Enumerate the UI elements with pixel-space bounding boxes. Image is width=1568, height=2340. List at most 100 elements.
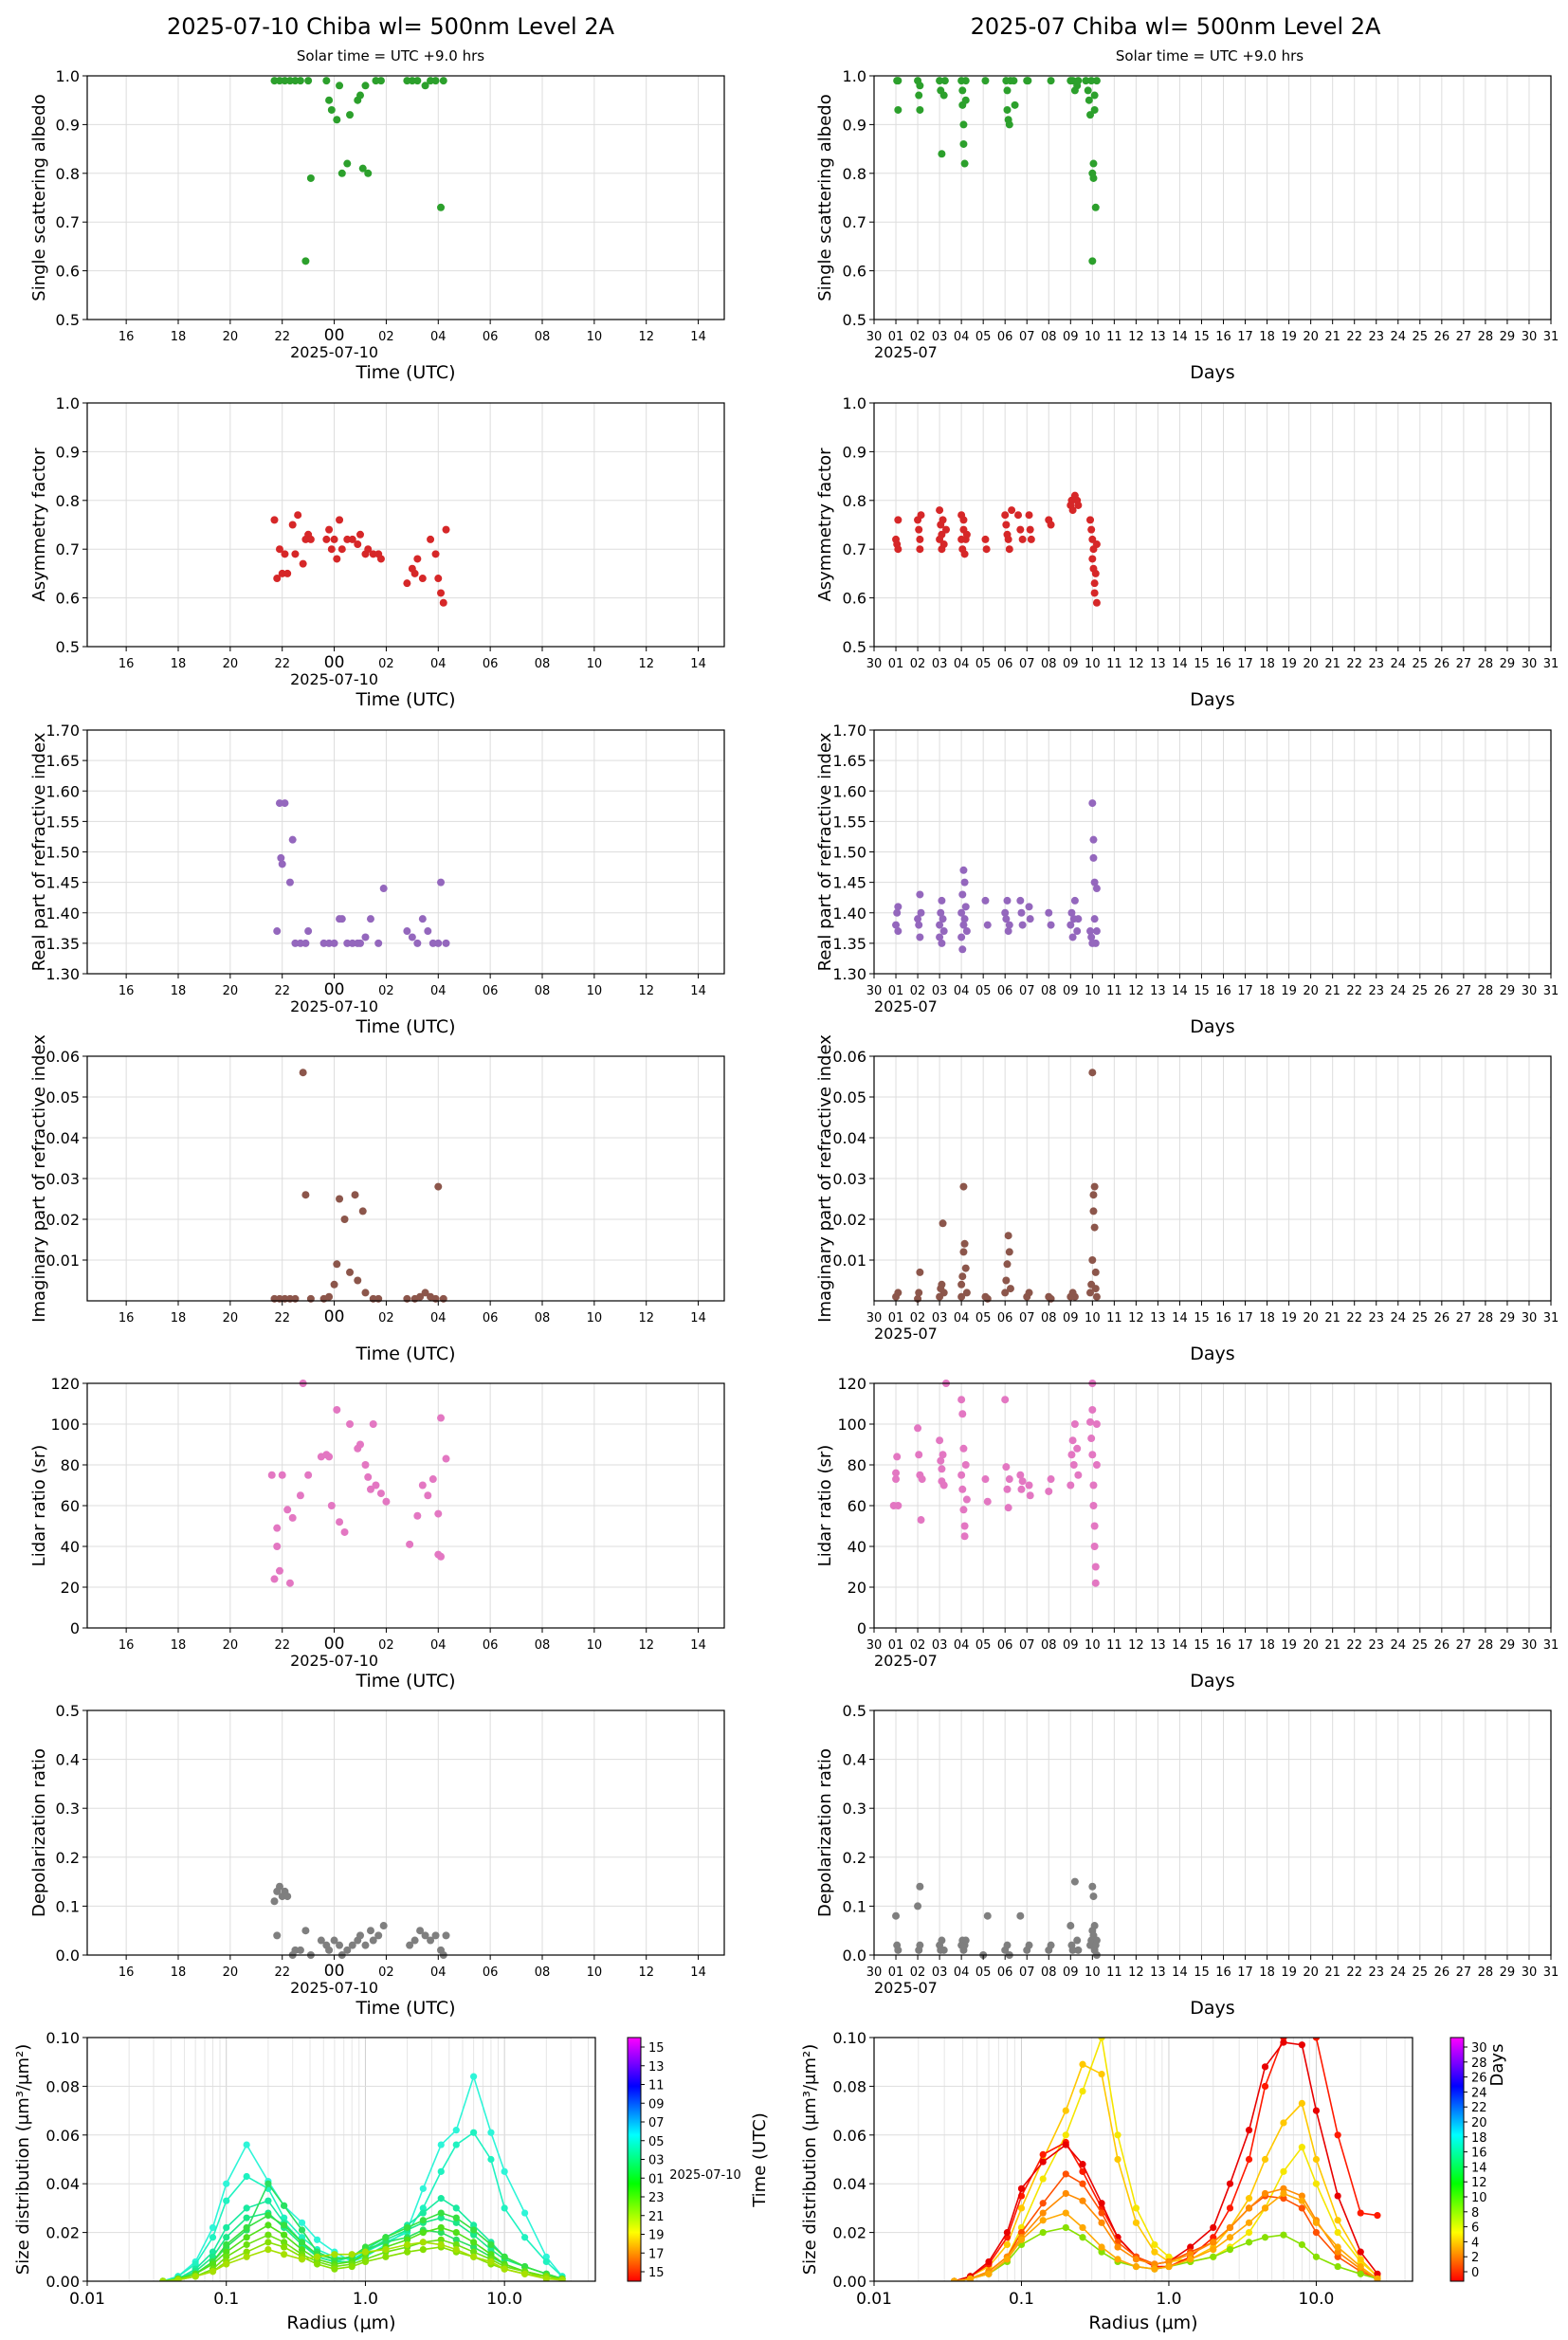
psd-day-xlabel: Radius (μm) [286,2313,395,2333]
ssa-month-point [1003,105,1012,114]
realri-day-point [374,939,383,947]
realri-day-point [408,933,416,941]
imagri-day-ylabel: Imaginary part of refractive index [29,1034,49,1323]
psd-day-series-point [521,2262,529,2271]
ssa-month-xtick-label: 21 [1324,330,1340,344]
realri-day-xtick-label: 08 [535,984,551,998]
psd-day-series-point [501,2253,508,2260]
depol-month-xtick-label: 22 [1346,1965,1362,1980]
realri-month-xtick-label: 17 [1237,984,1253,998]
lidar-month-ytick-label: 0 [857,1619,866,1637]
imagri-day-point [301,1191,310,1199]
ssa-day-date-label: 2025-07-10 [290,343,378,361]
realri-month-xtick-label: 22 [1346,984,1362,998]
psd-month-series-point [1226,2234,1234,2241]
asym-month-xtick-label: 22 [1346,657,1362,671]
lidar-month-point [1089,1502,1098,1509]
depol-day-xtick-label: 14 [690,1965,706,1980]
imagri-month-point [1006,1285,1014,1293]
asym-month-point [1047,521,1055,529]
psd-month-series-point [1003,2229,1012,2237]
imagri-month-point [1088,1069,1097,1077]
lidar-day-point [288,1513,297,1522]
imagri-month-ytick-label: 0.02 [832,1211,866,1229]
psd-day-series-point [313,2253,321,2260]
ssa-day-point [427,77,435,85]
realri-month-ytick-label: 1.55 [832,813,866,831]
asym-month-xtick-label: 30 [1522,657,1538,671]
realri-month-xlabel: Days [1190,1016,1234,1037]
psd-day-series-point [243,2214,250,2221]
realri-month-xtick-label: 21 [1324,984,1340,998]
psd-day-xtick-label: 0.01 [69,2290,105,2309]
imagri-day-ytick-label: 0.02 [46,1211,80,1229]
realri-day-ytick-label: 1.55 [46,813,80,831]
depol-day-ytick-label: 0.4 [56,1751,80,1769]
realri-month-point [1017,908,1026,917]
depol-day-point [325,1946,334,1954]
imagri-month-ytick-label: 0.06 [832,1048,866,1066]
depol-month-point [892,1911,901,1920]
psd-month-series-point [1334,2229,1341,2237]
lidar-month-point [1090,1543,1099,1550]
ssa-month-point [1047,77,1055,85]
ssa-month-ytick-label: 0.9 [843,116,866,134]
psd-day-series-point [313,2260,321,2268]
realri-month-ytick-label: 1.60 [832,782,866,800]
lidar-day-point [273,1524,282,1532]
lidar-day-point [285,1579,294,1587]
imagri-day-point [434,1182,443,1191]
realri-month-ytick-label: 1.50 [832,844,866,862]
ssa-day-xtick-label: 14 [690,330,706,344]
asym-day-xtick-label: 16 [119,657,135,671]
depol-day-xlabel: Time (UTC) [355,1998,455,2019]
left-colorbar-tick-label: 15 [648,2266,665,2280]
realri-day-xtick-label: 04 [430,984,447,998]
psd-month-series-point [1079,2167,1086,2175]
lidar-day-xtick-label: 10 [587,1638,603,1653]
psd-day-series-point [419,2185,427,2192]
psd-month-ytick-label: 0.10 [832,2029,866,2047]
psd-month-xtick-label: 10.0 [1299,2290,1335,2309]
lidar-month-point [1090,1522,1099,1530]
depol-month-ytick-label: 0.3 [843,1800,866,1818]
psd-day-ytick-label: 0.08 [46,2077,80,2095]
psd-month-series-point [1280,2167,1287,2175]
psd-month-series-point [1374,2212,1381,2220]
asym-day-point [369,550,377,558]
realri-month-xtick-label: 26 [1434,984,1450,998]
lidar-day-xtick-label: 08 [535,1638,551,1653]
realri-day-point [379,885,388,893]
lidar-day-point [275,1566,283,1575]
psd-day-series-point [281,2239,288,2246]
realri-month-xtick-label: 14 [1172,984,1188,998]
ssa-month-point [940,77,949,85]
psd-day-series-point [281,2221,288,2229]
psd-month-series-point [1098,2038,1105,2041]
asym-day-xtick-label: 14 [690,657,706,671]
psd-month-series-point [1374,2275,1381,2281]
asym-month-xtick-label: 04 [954,657,970,671]
asym-day-point [333,555,341,563]
realri-month-point [1068,933,1077,941]
realri-day-point [285,878,294,887]
lidar-month-xtick-label: 05 [975,1638,992,1653]
lidar-month-xtick-label: 23 [1368,1638,1384,1653]
right-colorbar-tick-label: 18 [1471,2131,1487,2146]
ssa-day-ytick-label: 0.5 [56,311,80,329]
lidar-month-xtick-label: 14 [1172,1638,1188,1653]
imagri-month-point [957,1280,966,1289]
psd-day-series-group [159,2073,566,2281]
lidar-month-point [894,1502,903,1509]
imagri-month-xtick-label: 26 [1434,1311,1450,1325]
imagri-month-point [915,1289,923,1297]
lidar-day-xtick-label: 12 [638,1638,654,1653]
psd-month-series-point [1298,2204,1305,2212]
ssa-day-point [439,77,447,85]
imagri-month-point [960,1239,969,1248]
psd-month-xlabel: Radius (μm) [1088,2313,1197,2333]
asym-month-point [1002,521,1011,529]
realri-month-point [1004,927,1012,936]
realri-day-xtick-label: 02 [378,984,394,998]
depol-month-xtick-label: 28 [1478,1965,1494,1980]
